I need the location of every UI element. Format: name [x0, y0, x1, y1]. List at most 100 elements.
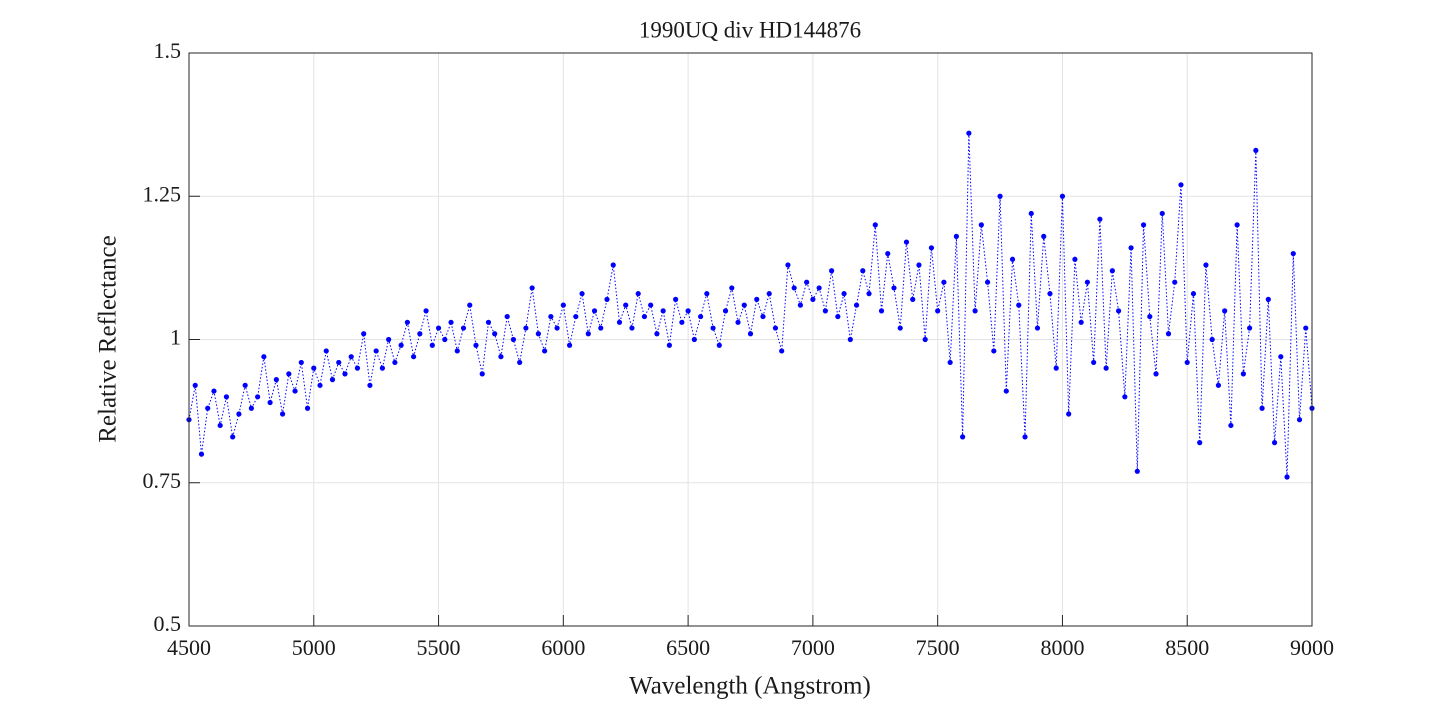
- data-point: [1253, 147, 1259, 154]
- y-tick-label: 1.5: [154, 38, 182, 63]
- data-point: [1078, 319, 1084, 325]
- data-point: [435, 325, 442, 331]
- data-point: [248, 405, 254, 411]
- data-point: [1109, 268, 1115, 274]
- data-point: [1053, 365, 1059, 371]
- data-point: [941, 279, 947, 285]
- data-point: [1203, 262, 1209, 268]
- data-point: [810, 296, 816, 302]
- data-point: [1022, 434, 1028, 440]
- data-point: [641, 313, 648, 320]
- data-point: [878, 308, 885, 314]
- data-point: [984, 279, 991, 285]
- data-point: [591, 308, 598, 314]
- data-point: [1247, 325, 1253, 331]
- data-point: [966, 130, 972, 136]
- data-point: [1047, 291, 1053, 297]
- data-point: [367, 382, 373, 388]
- data-point: [1041, 233, 1047, 239]
- data-point: [417, 331, 423, 337]
- data-point: [847, 336, 853, 343]
- x-tick-label: 6500: [666, 635, 710, 660]
- x-tick-label: 6000: [541, 635, 585, 660]
- data-point: [716, 342, 722, 348]
- data-point: [1278, 354, 1284, 360]
- y-tick-label: 1: [170, 325, 181, 350]
- data-point: [754, 296, 760, 302]
- data-point: [1197, 440, 1203, 446]
- data-point: [1153, 371, 1159, 377]
- data-point: [897, 325, 903, 331]
- data-point: [697, 313, 704, 320]
- data-point: [336, 359, 342, 366]
- data-point: [279, 411, 286, 417]
- y-axis-label: Relative Reflectance: [95, 235, 122, 443]
- data-point: [510, 336, 517, 343]
- data-point: [573, 313, 579, 320]
- y-tick-label: 0.75: [143, 468, 182, 493]
- data-point: [560, 302, 566, 308]
- data-point: [1034, 325, 1041, 331]
- data-point: [1303, 325, 1309, 331]
- data-point: [1240, 371, 1246, 377]
- data-point: [1178, 182, 1184, 188]
- data-point: [1128, 245, 1134, 251]
- data-point: [585, 331, 591, 337]
- data-point: [342, 371, 348, 377]
- x-tick-label: 4500: [167, 635, 211, 660]
- data-point: [361, 331, 367, 337]
- data-point: [1009, 256, 1016, 262]
- x-tick-label: 5500: [417, 635, 461, 660]
- data-point: [267, 399, 273, 406]
- data-point: [386, 336, 392, 343]
- data-point: [1016, 302, 1022, 308]
- data-point: [885, 250, 891, 257]
- series: [186, 130, 1315, 480]
- data-point: [1215, 382, 1222, 388]
- data-point: [1147, 313, 1153, 320]
- data-point: [710, 325, 716, 331]
- data-point: [685, 308, 691, 314]
- data-point: [454, 348, 460, 354]
- data-point: [1190, 291, 1197, 297]
- data-point: [479, 371, 485, 377]
- data-point: [1115, 308, 1122, 314]
- data-point: [648, 302, 654, 308]
- data-point: [261, 354, 267, 360]
- data-point: [1066, 411, 1072, 417]
- data-point: [423, 308, 429, 314]
- data-point: [554, 325, 560, 331]
- data-point: [460, 325, 467, 331]
- x-tick-label: 5000: [292, 635, 336, 660]
- data-point: [623, 302, 629, 308]
- data-point: [323, 348, 329, 354]
- data-point: [192, 382, 198, 388]
- data-point: [223, 394, 230, 400]
- data-point: [673, 296, 679, 302]
- data-point: [411, 354, 417, 360]
- y-tick-label: 0.5: [154, 611, 182, 636]
- data-point: [935, 308, 941, 314]
- data-point: [523, 325, 529, 331]
- data-point: [741, 302, 747, 308]
- data-point: [747, 331, 754, 337]
- data-point: [1091, 359, 1097, 366]
- data-point: [566, 342, 573, 348]
- data-point: [392, 359, 398, 366]
- data-point: [292, 388, 298, 394]
- data-point: [791, 285, 797, 291]
- data-point: [255, 394, 261, 400]
- data-point: [535, 331, 541, 337]
- data-point: [304, 405, 311, 411]
- data-point: [1072, 256, 1078, 262]
- axes: 4500 5000 5500 6000 6500 7000 7500 8000 8500 9000…: [143, 38, 1335, 660]
- data-point: [679, 319, 685, 325]
- data-point: [598, 325, 604, 331]
- data-point: [211, 388, 217, 394]
- data-point: [829, 268, 835, 274]
- data-point: [816, 285, 822, 291]
- data-point: [766, 291, 772, 297]
- data-point: [1172, 279, 1178, 285]
- data-point: [448, 319, 454, 325]
- y-tick-label: 1.25: [143, 181, 182, 206]
